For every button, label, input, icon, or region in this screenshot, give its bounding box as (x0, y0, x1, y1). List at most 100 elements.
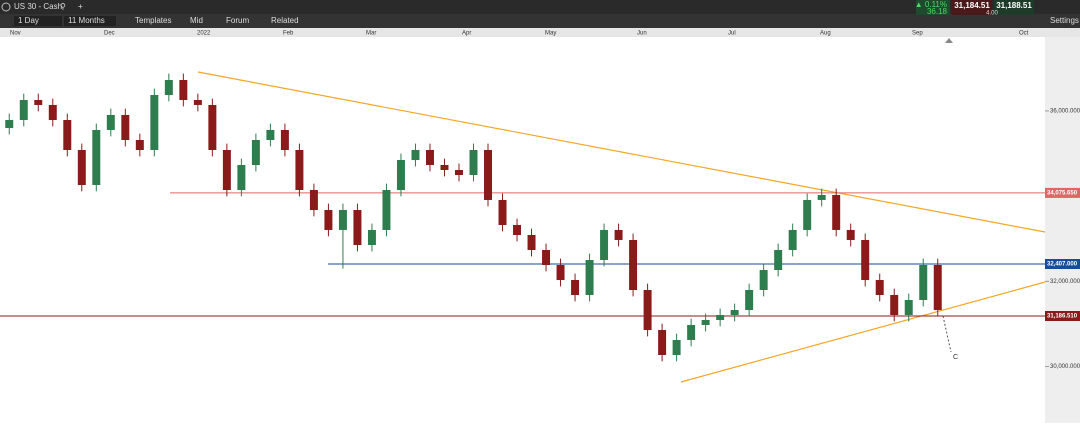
month-label: Aug (820, 31, 831, 37)
candle-body (803, 199, 812, 230)
month-label: May (545, 31, 556, 37)
y-tick-label: 36,000.000 (1050, 109, 1080, 115)
month-label: Jul (728, 31, 736, 37)
interval-box[interactable] (14, 16, 62, 26)
candle-body (411, 150, 420, 161)
toolbar-row (0, 14, 1080, 28)
candle-body (179, 80, 188, 100)
candle-body (266, 129, 275, 140)
marker (945, 38, 953, 43)
month-label: Dec (104, 31, 115, 37)
sell-price[interactable]: 31,184.51 (954, 1, 990, 10)
candle-body (251, 139, 260, 165)
candle-body (135, 139, 144, 151)
change: 36.18 (927, 7, 948, 16)
candle-body (919, 264, 928, 301)
search-icon[interactable]: ⚲ (60, 2, 66, 11)
candle-body (846, 229, 855, 240)
month-label: 2022 (197, 31, 211, 37)
interval[interactable]: 1 Day (18, 16, 39, 25)
candle-body (774, 249, 783, 271)
candle-body (150, 95, 159, 151)
symbol[interactable]: US 30 - Cash (14, 2, 62, 11)
candle-body (600, 229, 609, 261)
candle-body (861, 239, 870, 281)
candle-body (571, 280, 580, 296)
candle-body (164, 80, 173, 96)
candle-body (367, 229, 376, 246)
range-box[interactable] (64, 16, 116, 26)
candle-body (701, 319, 710, 326)
annotation: C (953, 354, 958, 361)
month-label: Nov (10, 31, 21, 37)
month-label: Oct (1019, 31, 1029, 37)
candle-body (92, 129, 101, 185)
candle-body (208, 104, 217, 151)
candle-body (687, 325, 696, 341)
price-label-box (1045, 311, 1080, 322)
candle-body (759, 270, 768, 290)
candle-body (77, 150, 86, 185)
month-axis (0, 28, 1080, 37)
range[interactable]: 11 Months (68, 16, 105, 25)
templates[interactable]: Templates (135, 16, 171, 25)
trend-line (680, 281, 1046, 383)
candle-body (324, 209, 333, 230)
candle-body (455, 169, 463, 176)
candle-body (193, 99, 202, 105)
month-label: Jun (637, 31, 647, 37)
candle-body (890, 295, 899, 316)
candle-body (48, 104, 57, 121)
buy-box[interactable] (994, 0, 1034, 15)
candle-body (629, 239, 638, 290)
candle-body (716, 315, 725, 320)
price-label: 31,186.510 (1047, 314, 1078, 320)
candle-body (556, 264, 565, 281)
candle-body (396, 160, 405, 191)
price-label: 34,075.650 (1047, 190, 1078, 196)
trend-line (197, 71, 1046, 233)
add-tab[interactable]: + (78, 2, 83, 11)
candle-body (542, 249, 551, 265)
month-label: Feb (283, 31, 294, 37)
candle-body (106, 114, 115, 130)
candle-body (658, 329, 667, 356)
price-label-box (1045, 187, 1080, 198)
sell-box[interactable] (952, 0, 992, 15)
candle-body (933, 264, 942, 311)
candle-body (484, 150, 492, 200)
candle-body (5, 120, 14, 128)
candle-body (19, 99, 28, 121)
candle-body (832, 194, 841, 230)
candle-body (469, 150, 478, 176)
candle-body (875, 280, 884, 296)
buy-price[interactable]: 31,188.51 (996, 1, 1032, 10)
price-label: 32,407.000 (1047, 262, 1078, 268)
candle-body (222, 150, 231, 191)
price-axis (1045, 37, 1080, 423)
price-type[interactable]: Mid (190, 16, 203, 25)
settings[interactable]: Settings (1050, 16, 1079, 25)
candle-body (730, 310, 739, 316)
candle-body (513, 224, 522, 235)
y-tick-label: 32,000.000 (1050, 279, 1080, 285)
logo (1, 2, 11, 12)
candle-body (309, 190, 318, 210)
candle-body (614, 229, 623, 240)
candle-body (440, 164, 449, 170)
candle-body (904, 300, 913, 316)
month-label: Mar (366, 31, 376, 37)
candle-body (353, 209, 362, 246)
y-tick-label: 30,000.000 (1050, 364, 1080, 370)
candle-body (788, 229, 797, 250)
spread: 4.00 (986, 11, 998, 17)
candle-body (425, 150, 434, 165)
related[interactable]: Related (271, 16, 299, 25)
candle-body (280, 129, 289, 151)
month-label: Sep (912, 31, 923, 37)
projection (942, 315, 952, 353)
forum[interactable]: Forum (226, 16, 249, 25)
candle-body (643, 289, 652, 330)
candle-body (34, 99, 43, 105)
